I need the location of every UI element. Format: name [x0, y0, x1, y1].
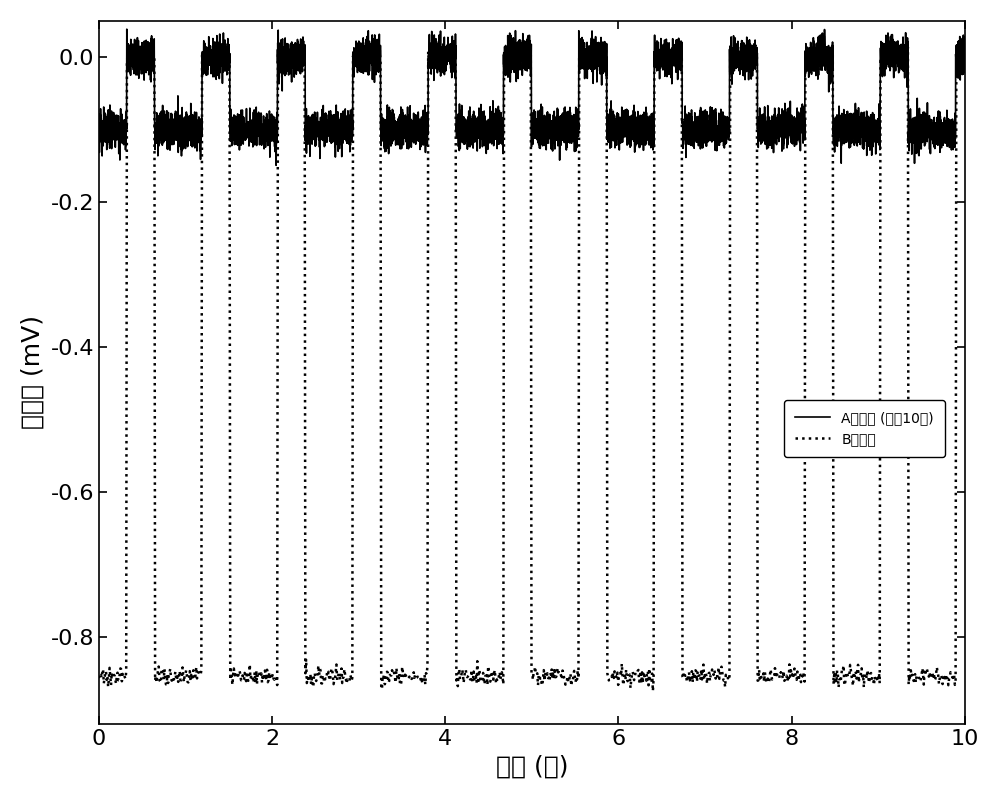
- A处信号 (放大10倍): [781, 117, 793, 126]
- B处信号: [567, 676, 579, 686]
- B处信号: [239, 674, 251, 683]
- A处信号 (放大10倍): [121, 25, 133, 34]
- B处信号: [959, 55, 971, 65]
- B处信号: [385, 670, 397, 680]
- Legend: A处信号 (放大10倍), B处信号: A处信号 (放大10倍), B处信号: [784, 400, 945, 457]
- A处信号 (放大10倍): [136, 65, 148, 74]
- A处信号 (放大10倍): [959, 42, 971, 51]
- A处信号 (放大10倍): [270, 161, 282, 170]
- B处信号: [218, 41, 230, 50]
- B处信号: [208, 50, 220, 59]
- B处信号: [93, 674, 105, 683]
- B处信号: [647, 686, 659, 696]
- Line: A处信号 (放大10倍): A处信号 (放大10倍): [99, 30, 965, 165]
- X-axis label: 时间 (秒): 时间 (秒): [496, 754, 568, 778]
- Y-axis label: 光电压 (mV): 光电压 (mV): [21, 316, 45, 429]
- Line: B处信号: B处信号: [99, 46, 965, 691]
- A处信号 (放大10倍): [407, 121, 419, 131]
- A处信号 (放大10倍): [735, 39, 747, 49]
- B处信号: [549, 663, 561, 673]
- A处信号 (放大10倍): [606, 126, 618, 136]
- A处信号 (放大10倍): [93, 135, 105, 145]
- A处信号 (放大10倍): [643, 129, 655, 138]
- B处信号: [469, 674, 481, 684]
